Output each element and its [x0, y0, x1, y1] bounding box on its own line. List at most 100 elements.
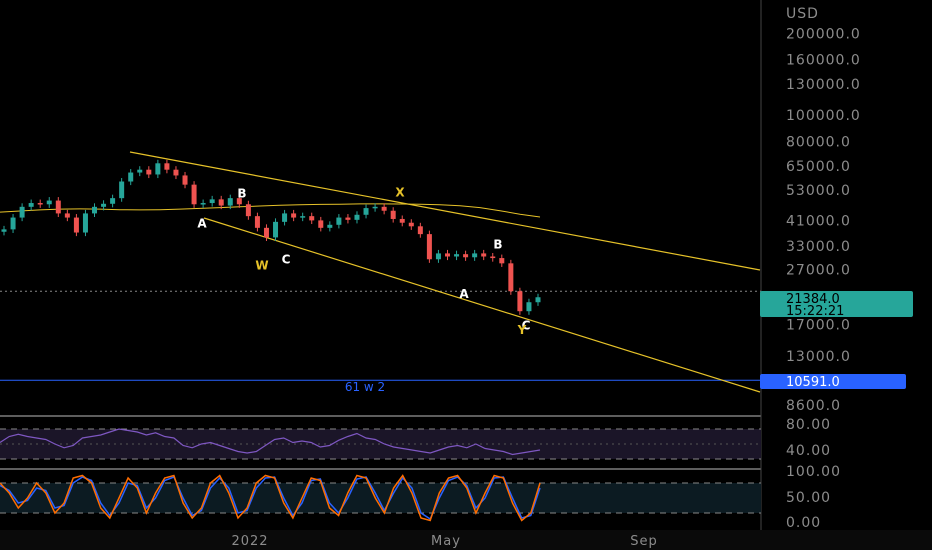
candle-body[interactable] — [236, 198, 242, 205]
upper-trendline[interactable] — [129, 151, 761, 271]
candle-body[interactable] — [137, 169, 143, 173]
candle-body[interactable] — [164, 163, 170, 170]
candle-body[interactable] — [309, 216, 315, 221]
price-tick-label: 160000.0 — [786, 53, 861, 69]
wave-label: W — [255, 258, 268, 272]
wave-label: C — [282, 252, 291, 266]
candle-body[interactable] — [200, 203, 206, 205]
trendlines[interactable] — [129, 151, 761, 393]
candle-body[interactable] — [499, 258, 505, 264]
wave-label: B — [493, 237, 502, 251]
candle-body[interactable] — [37, 203, 43, 205]
candle-body[interactable] — [227, 198, 233, 206]
candle-body[interactable] — [318, 220, 324, 228]
horizontal-line-61w2[interactable]: 61 w 2 — [0, 379, 761, 394]
price-tick-label: 13000.0 — [786, 349, 851, 365]
rsi-line[interactable] — [0, 428, 541, 456]
candle-body[interactable] — [110, 198, 116, 204]
time-axis[interactable] — [0, 530, 932, 550]
candle-body[interactable] — [282, 213, 288, 222]
candle-body[interactable] — [435, 253, 441, 260]
lower-trendline[interactable] — [203, 217, 761, 393]
wave-label: B — [237, 186, 246, 200]
rsi-tick-80: 80.00 — [786, 417, 831, 433]
wave-label: Y — [517, 323, 527, 337]
candle-body[interactable] — [354, 214, 360, 220]
candle-body[interactable] — [209, 199, 215, 204]
candle-body[interactable] — [454, 254, 460, 257]
candle-body[interactable] — [1, 229, 7, 232]
price-tick-label: 41000.0 — [786, 213, 851, 229]
candle-body[interactable] — [463, 254, 469, 258]
candle-body[interactable] — [390, 210, 396, 219]
candle-body[interactable] — [245, 204, 251, 217]
horizontal-line-text: 61 w 2 — [345, 380, 385, 394]
candle-body[interactable] — [273, 221, 279, 238]
candle-body[interactable] — [472, 253, 478, 258]
candle-body[interactable] — [46, 200, 52, 205]
wave-label: X — [395, 185, 405, 199]
candles[interactable] — [1, 159, 541, 315]
candle-body[interactable] — [28, 203, 34, 207]
candle-body[interactable] — [300, 216, 306, 218]
candle-body[interactable] — [101, 203, 107, 207]
candle-body[interactable] — [345, 217, 351, 220]
candle-body[interactable] — [327, 224, 333, 228]
candle-body[interactable] — [490, 256, 496, 259]
candle-body[interactable] — [408, 222, 414, 227]
candle-body[interactable] — [417, 226, 423, 235]
moving-average-line[interactable] — [0, 203, 541, 218]
candle-body[interactable] — [372, 206, 378, 209]
hline-price-badge: 10591.0 — [760, 374, 906, 390]
price-tick-label: 130000.0 — [786, 77, 861, 93]
candle-body[interactable] — [119, 181, 125, 199]
candle-body[interactable] — [218, 199, 224, 206]
time-label-2022: 2022 — [231, 534, 268, 549]
candle-body[interactable] — [508, 263, 514, 292]
time-label-may: May — [431, 534, 461, 549]
candle-body[interactable] — [444, 253, 450, 257]
rsi-tick-40: 40.00 — [786, 443, 831, 459]
candle-body[interactable] — [426, 234, 432, 260]
candle-body[interactable] — [19, 206, 25, 218]
candle-body[interactable] — [254, 216, 260, 228]
price-tick-label: 17000.0 — [786, 317, 851, 333]
last-price-badge-bg — [760, 291, 913, 317]
price-axis[interactable]: 200000.0 160000.0 130000.0 100000.0 80000.0 6… — [786, 26, 861, 413]
candle-body[interactable] — [526, 302, 532, 312]
price-tick-label: 8600.0 — [786, 398, 841, 414]
candle-body[interactable] — [191, 184, 197, 205]
candle-body[interactable] — [64, 213, 70, 218]
stoch-tick-100: 100.00 — [786, 464, 841, 480]
candle-body[interactable] — [155, 163, 161, 175]
candle-body[interactable] — [55, 200, 61, 214]
price-tick-label: 65000.0 — [786, 159, 851, 175]
candle-body[interactable] — [10, 217, 16, 230]
candle-body[interactable] — [82, 213, 88, 233]
price-tick-label: 27000.0 — [786, 263, 851, 279]
candle-body[interactable] — [481, 253, 487, 257]
wave-label: C — [522, 319, 531, 333]
candle-body[interactable] — [182, 175, 188, 185]
stoch-k-line[interactable] — [0, 474, 541, 522]
candle-body[interactable] — [73, 217, 79, 233]
stoch-tick-50: 50.00 — [786, 490, 831, 506]
price-tick-label: 33000.0 — [786, 239, 851, 255]
candle-body[interactable] — [381, 206, 387, 211]
candle-body[interactable] — [399, 218, 405, 223]
candle-body[interactable] — [128, 172, 134, 182]
candle-body[interactable] — [336, 217, 342, 225]
last-price-value: 21384.0 — [786, 292, 840, 307]
candle-body[interactable] — [146, 169, 152, 175]
price-tick-label: 80000.0 — [786, 134, 851, 150]
candle-body[interactable] — [535, 297, 541, 303]
wave-label: A — [197, 216, 207, 230]
candle-body[interactable] — [173, 169, 179, 176]
candle-body[interactable] — [363, 208, 369, 215]
candle-body[interactable] — [291, 213, 297, 218]
candle-body[interactable] — [517, 291, 523, 312]
candle-body[interactable] — [263, 227, 269, 238]
candle-body[interactable] — [92, 206, 98, 214]
time-label-sep: Sep — [630, 534, 658, 549]
